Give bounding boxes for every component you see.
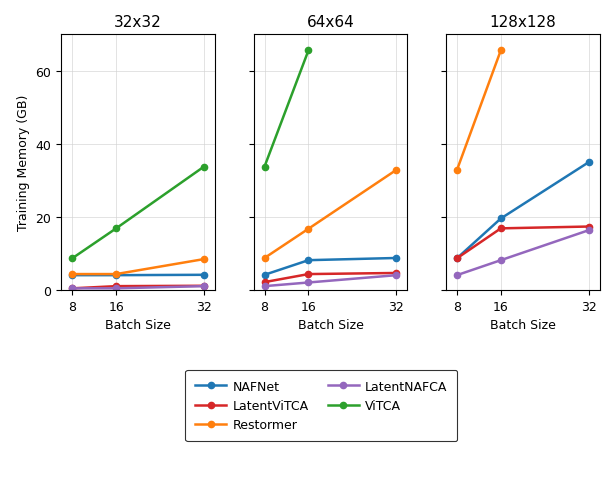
LatentNAFCA <box>453 273 461 279</box>
Line: NAFNet: NAFNet <box>69 272 207 279</box>
ViTCA <box>200 164 207 170</box>
Title: 128x128: 128x128 <box>490 15 556 30</box>
Y-axis label: Training Memory (GB): Training Memory (GB) <box>17 95 30 231</box>
Line: LatentNAFCA: LatentNAFCA <box>261 273 400 290</box>
Line: LatentViTCA: LatentViTCA <box>261 271 400 286</box>
Line: NAFNet: NAFNet <box>453 160 592 262</box>
Title: 32x32: 32x32 <box>114 15 162 30</box>
X-axis label: Batch Size: Batch Size <box>105 319 171 332</box>
LatentNAFCA <box>113 286 120 292</box>
NAFNet <box>305 258 312 264</box>
Restormer <box>305 226 312 232</box>
LatentViTCA <box>113 284 120 290</box>
LatentNAFCA <box>585 228 592 234</box>
NAFNet <box>585 160 592 166</box>
NAFNet <box>497 216 504 222</box>
ViTCA <box>261 164 268 170</box>
Line: LatentNAFCA: LatentNAFCA <box>453 227 592 279</box>
Line: NAFNet: NAFNet <box>261 256 400 279</box>
NAFNet <box>393 256 400 262</box>
Restormer <box>69 272 76 278</box>
Restormer <box>453 168 461 174</box>
NAFNet <box>200 272 207 278</box>
NAFNet <box>453 256 461 262</box>
Restormer <box>261 256 268 262</box>
LatentNAFCA <box>261 284 268 290</box>
Line: Restormer: Restormer <box>453 48 504 174</box>
LatentViTCA <box>305 272 312 278</box>
Restormer <box>113 272 120 278</box>
Line: LatentNAFCA: LatentNAFCA <box>69 284 207 292</box>
LatentViTCA <box>69 286 76 292</box>
ViTCA <box>305 48 312 54</box>
LatentNAFCA <box>305 280 312 286</box>
NAFNet <box>113 273 120 279</box>
LatentViTCA <box>261 280 268 286</box>
NAFNet <box>261 272 268 278</box>
Line: ViTCA: ViTCA <box>261 48 312 170</box>
Title: 64x64: 64x64 <box>307 15 354 30</box>
LatentViTCA <box>453 256 461 262</box>
Restormer <box>393 167 400 173</box>
Restormer <box>497 48 504 54</box>
LatentNAFCA <box>393 273 400 279</box>
NAFNet <box>69 273 76 279</box>
Line: Restormer: Restormer <box>261 167 400 262</box>
Line: LatentViTCA: LatentViTCA <box>69 283 207 292</box>
LatentViTCA <box>585 224 592 230</box>
ViTCA <box>69 256 76 262</box>
Line: LatentViTCA: LatentViTCA <box>453 224 592 262</box>
LatentNAFCA <box>200 284 207 290</box>
Line: Restormer: Restormer <box>69 257 207 278</box>
X-axis label: Batch Size: Batch Size <box>297 319 364 332</box>
ViTCA <box>113 226 120 232</box>
LatentViTCA <box>393 271 400 277</box>
Legend: NAFNet, LatentViTCA, Restormer, LatentNAFCA, ViTCA: NAFNet, LatentViTCA, Restormer, LatentNA… <box>185 370 457 441</box>
LatentViTCA <box>497 226 504 232</box>
X-axis label: Batch Size: Batch Size <box>490 319 556 332</box>
Restormer <box>200 257 207 263</box>
LatentViTCA <box>200 283 207 289</box>
LatentNAFCA <box>497 258 504 264</box>
Line: ViTCA: ViTCA <box>69 164 207 262</box>
LatentNAFCA <box>69 286 76 292</box>
